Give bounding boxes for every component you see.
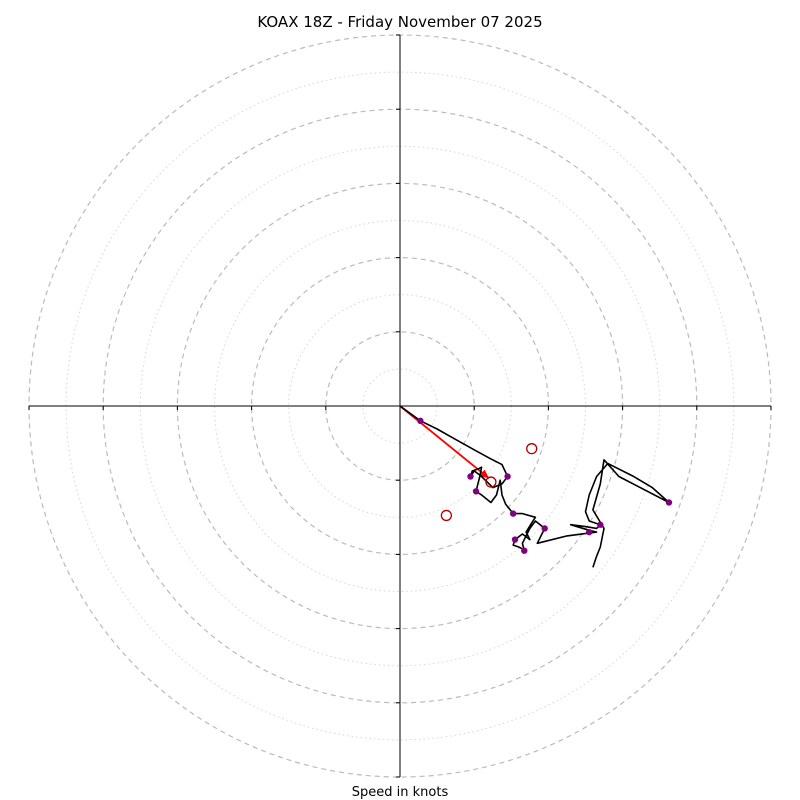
height-marker-12km (665, 499, 673, 506)
storm-motion-vector-layer (399, 405, 490, 480)
height-marker-8km (586, 528, 593, 536)
height-marker-1km (504, 473, 511, 480)
height-marker-9km (597, 521, 604, 528)
storm-motion-marker-mw (485, 476, 497, 488)
hodograph-trace (399, 405, 670, 568)
height-marker-7km (541, 525, 548, 532)
height-marker-6km (521, 547, 528, 554)
chart-title: KOAX 18Z - Friday November 07 2025 (257, 13, 542, 31)
height-marker-3km (467, 473, 474, 480)
x-axis-label: Speed in knots (352, 785, 449, 800)
storm-motion-markers (440, 443, 538, 522)
height-marker-sfc (417, 417, 424, 425)
height-markers (417, 417, 673, 554)
storm-motion-marker-lm (526, 443, 538, 455)
height-marker-2km (472, 488, 480, 495)
hodograph-trace-layer (399, 405, 670, 568)
axis-tick-labels (28, 34, 772, 778)
height-marker-4km (509, 510, 517, 517)
height-marker-5km (511, 536, 519, 543)
storm-motion-marker-rm (440, 509, 453, 522)
storm-motion-vector-line (399, 405, 490, 480)
